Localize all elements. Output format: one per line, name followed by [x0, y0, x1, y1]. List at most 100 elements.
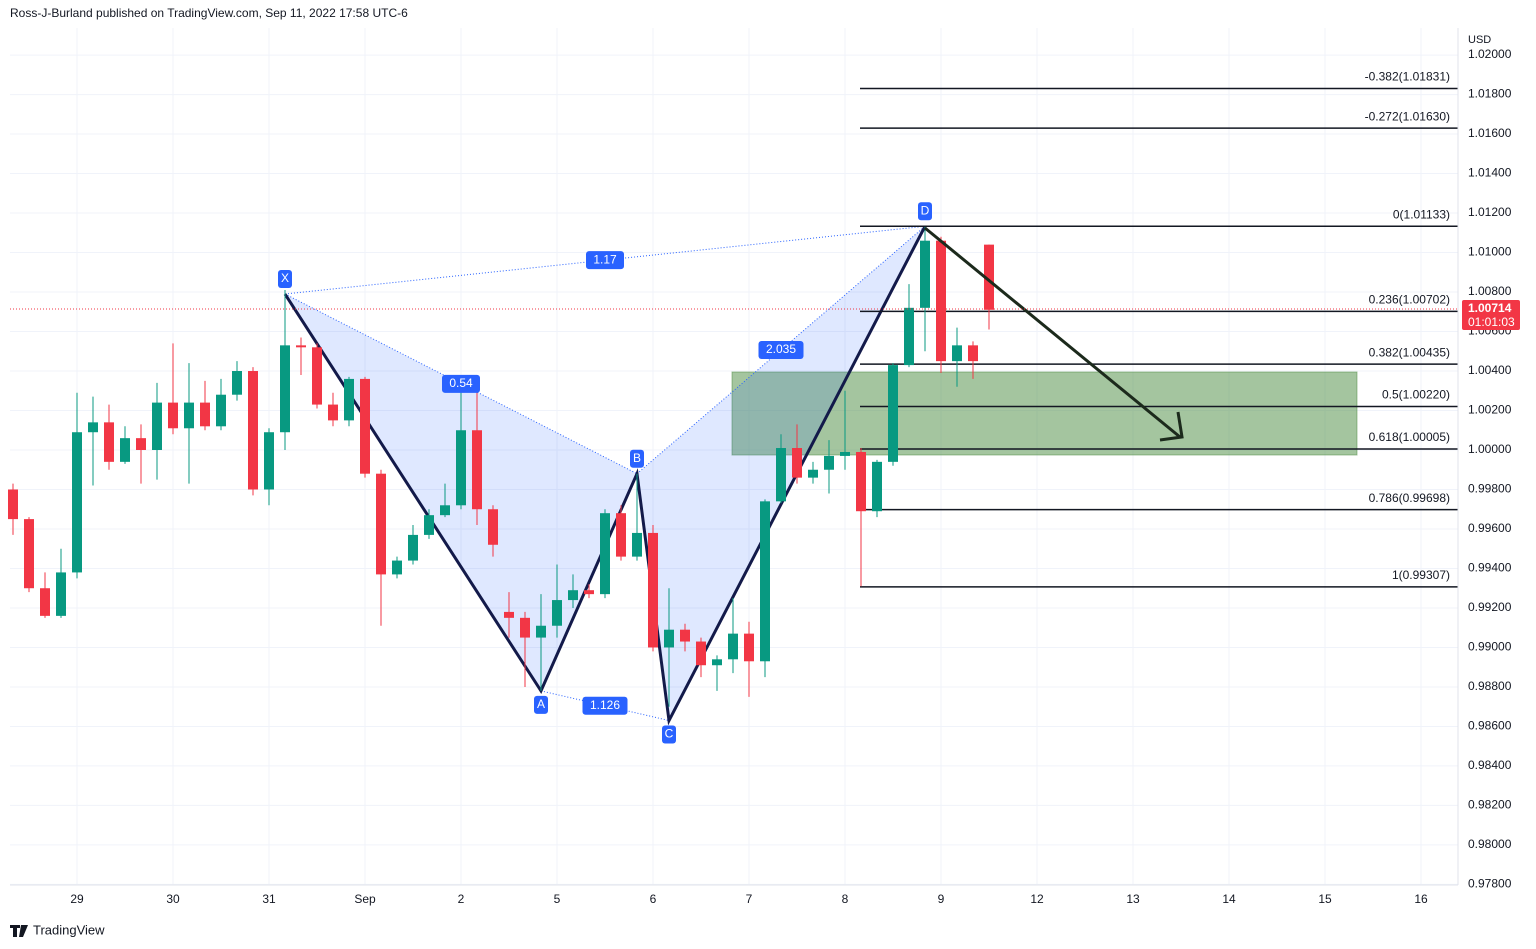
y-tick-label: 1.02000: [1468, 47, 1512, 61]
candle-body: [616, 513, 626, 557]
candle-body: [968, 345, 978, 362]
pattern-labels: 1.17 0.54 2.035 1.126 X A B C D: [278, 202, 932, 744]
point-box: [534, 695, 548, 714]
y-tick-label: 0.98200: [1468, 798, 1512, 812]
candle-body: [520, 617, 530, 638]
last-price-box: [1462, 300, 1520, 331]
x-tick-label: 7: [746, 892, 753, 906]
target-zone: [731, 371, 1358, 456]
x-tick-label: 13: [1126, 892, 1140, 906]
footer: TradingView: [33, 922, 105, 937]
candle-body: [472, 430, 482, 510]
candle-body: [664, 629, 674, 648]
candle-body: [456, 430, 466, 506]
y-tick-label: 0.99600: [1468, 521, 1512, 535]
x-tick-label: Sep: [354, 892, 376, 906]
axes: 0.97800 0.98000 0.98200 0.98400 0.98600 0.988…: [10, 47, 1520, 906]
candle-body: [600, 513, 610, 595]
candle-body: [312, 347, 322, 405]
candle-body: [552, 600, 562, 626]
y-tick-label: 0.98000: [1468, 837, 1512, 851]
x-tick-label: 14: [1222, 892, 1236, 906]
y-tick-label: 0.99400: [1468, 561, 1512, 575]
candle-body: [232, 371, 242, 395]
x-tick-label: 9: [938, 892, 945, 906]
ratio-box: [582, 696, 628, 715]
fib-label: 0(1.01133): [1393, 207, 1450, 221]
point-label: A: [537, 697, 545, 711]
candle-body: [424, 515, 434, 535]
candle-body: [72, 432, 82, 573]
axis-unit: USD: [1468, 34, 1491, 46]
y-tick-label: 0.97800: [1468, 877, 1512, 891]
candle-body: [760, 501, 770, 662]
candle-body: [728, 633, 738, 660]
y-tick-label: 0.98800: [1468, 679, 1512, 693]
candle-body: [904, 307, 914, 366]
candle-body: [744, 633, 754, 662]
fib-label: 0.236(1.00702): [1369, 293, 1450, 307]
y-tick-label: 1.01600: [1468, 126, 1512, 140]
y-tick-label: 1.01200: [1468, 205, 1512, 219]
candle-body: [536, 625, 546, 638]
y-tick-label: 0.98600: [1468, 719, 1512, 733]
candle-body: [440, 505, 450, 516]
grid: [10, 28, 1458, 885]
candle-body: [936, 240, 946, 362]
ratio-label: 2.035: [766, 342, 796, 356]
candle-body: [792, 448, 802, 478]
candle-body: [184, 402, 194, 429]
x-tick-label: 5: [554, 892, 561, 906]
candle-body: [504, 611, 514, 618]
ratio-line: [540, 690, 670, 722]
fib-label: 0.618(1.00005): [1369, 430, 1450, 444]
logo: [10, 925, 28, 937]
point-label: X: [281, 271, 289, 285]
candle-body: [56, 572, 66, 616]
x-tick-label: 8: [842, 892, 849, 906]
candle-body: [120, 438, 130, 462]
candle-body: [280, 345, 290, 433]
candle-body: [152, 402, 162, 450]
candle-body: [952, 345, 962, 362]
countdown-label: 01:01:03: [1468, 315, 1515, 329]
x-tick-label: 29: [70, 892, 84, 906]
point-label: D: [921, 203, 930, 217]
candle-body: [136, 438, 146, 450]
candle-body: [8, 489, 18, 520]
candle-body: [296, 345, 306, 348]
y-tick-label: 1.01000: [1468, 245, 1512, 259]
x-tick-label: 16: [1414, 892, 1428, 906]
fib-label: -0.382(1.01831): [1365, 70, 1450, 84]
candle-body: [808, 469, 818, 478]
candle-body: [776, 448, 786, 502]
candle-body: [856, 451, 866, 512]
candle-body: [888, 365, 898, 462]
candle-body: [168, 402, 178, 429]
fib-label: 0.786(0.99698): [1369, 491, 1450, 505]
y-tick-label: 1.01800: [1468, 87, 1512, 101]
fib-label: -0.272(1.01630): [1365, 109, 1450, 123]
candle-body: [584, 590, 594, 595]
candle-body: [344, 378, 354, 421]
candle-body: [872, 461, 882, 512]
candle-body: [40, 588, 50, 616]
candle-body: [632, 532, 642, 557]
ratio-box: [442, 374, 480, 393]
candle-body: [248, 371, 258, 490]
y-tick-label: 0.99800: [1468, 482, 1512, 496]
header: Ross-J-Burland published on TradingView.…: [10, 6, 408, 20]
candle-body: [824, 455, 834, 470]
candle-body: [88, 422, 98, 433]
fib-label: 0.382(1.00435): [1369, 345, 1450, 359]
y-tick-label: 0.99200: [1468, 600, 1512, 614]
candle-body: [24, 519, 34, 589]
candle-body: [392, 560, 402, 575]
y-tick-label: 1.00400: [1468, 363, 1512, 377]
ratio-label: 0.54: [449, 376, 473, 390]
x-tick-label: 2: [458, 892, 465, 906]
x-tick-label: 30: [166, 892, 180, 906]
point-box: [630, 449, 644, 468]
last-price-label: 1.00714: [1468, 301, 1512, 315]
